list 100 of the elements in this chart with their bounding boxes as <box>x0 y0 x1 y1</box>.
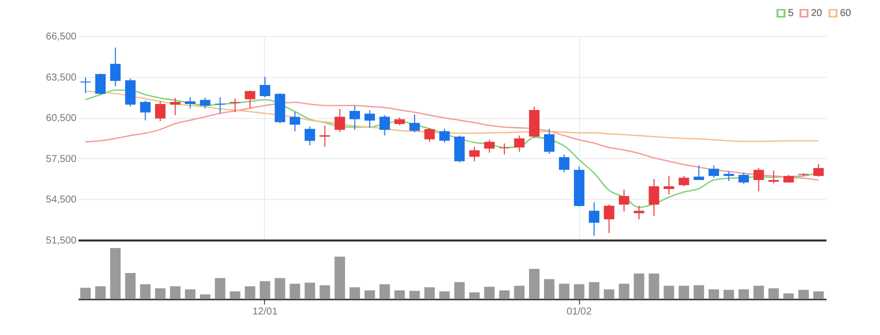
legend-label: 5 <box>788 8 794 20</box>
candlestick <box>379 114 390 136</box>
bar <box>499 290 510 299</box>
candlestick <box>484 139 495 154</box>
candlestick <box>738 172 749 185</box>
bar <box>364 290 375 299</box>
legend-label: 60 <box>840 8 852 20</box>
x-tick-label: 01/02 <box>566 306 592 318</box>
bar <box>379 284 390 299</box>
bar <box>394 290 405 299</box>
candlestick <box>350 105 360 130</box>
y-tick-label: 51,500 <box>46 236 77 246</box>
candlestick <box>170 97 180 116</box>
candlestick <box>588 202 600 236</box>
bar <box>244 286 256 299</box>
bar <box>80 288 91 299</box>
bar <box>544 279 554 299</box>
bar <box>529 268 540 299</box>
bar <box>424 287 435 299</box>
candlestick <box>753 168 764 192</box>
candlestick <box>694 164 704 181</box>
candlestick <box>558 154 570 174</box>
candlestick <box>260 76 270 98</box>
candlestick <box>80 76 91 94</box>
bar <box>454 282 465 299</box>
bar <box>708 289 720 299</box>
line-series <box>84 102 820 181</box>
candlestick <box>469 146 480 162</box>
y-tick-label: 54,500 <box>46 194 77 206</box>
bar <box>274 278 286 299</box>
y-tick-label: 60,500 <box>46 113 77 124</box>
bar <box>350 287 360 299</box>
bar <box>260 281 270 299</box>
candlestick <box>604 204 614 234</box>
candlestick <box>110 47 121 87</box>
bar <box>798 290 809 299</box>
bar <box>574 284 584 299</box>
bar <box>320 285 330 299</box>
candlestick <box>290 111 300 132</box>
bar <box>439 291 450 299</box>
bar <box>678 286 690 299</box>
bar <box>514 286 525 299</box>
bar <box>290 284 300 299</box>
bar <box>724 290 734 299</box>
bar <box>634 274 644 299</box>
bar <box>484 286 495 299</box>
bar <box>588 282 600 299</box>
bar <box>753 286 764 299</box>
candlestick <box>544 128 554 154</box>
bar <box>648 274 660 299</box>
bar <box>140 284 151 299</box>
candlestick <box>214 96 226 114</box>
candlestick <box>334 108 346 133</box>
candlestick <box>155 100 166 122</box>
candlestick <box>230 98 240 113</box>
candlestick <box>768 170 779 184</box>
candlestick <box>95 72 106 95</box>
y-tick-label: 57,500 <box>46 154 77 165</box>
candlestick <box>424 128 435 142</box>
bar <box>813 291 824 299</box>
candlestick <box>724 170 734 182</box>
bar <box>694 285 704 299</box>
candlestick <box>140 100 151 121</box>
bar <box>334 256 346 299</box>
candlestick <box>514 135 525 152</box>
candlestick <box>409 114 420 133</box>
bar <box>214 278 226 299</box>
bar <box>95 286 106 299</box>
bar <box>200 294 210 299</box>
bar <box>409 290 420 299</box>
bar <box>783 293 794 299</box>
candlestick <box>184 96 196 109</box>
y-tick-label: 63,500 <box>46 72 77 84</box>
bar <box>618 284 630 299</box>
candlestick <box>708 164 720 178</box>
bar <box>604 289 614 299</box>
line-series <box>84 90 820 142</box>
candlestick <box>618 189 630 212</box>
bar <box>170 286 180 299</box>
candlestick <box>304 126 316 146</box>
bar <box>125 272 136 299</box>
candlestick <box>244 90 256 109</box>
bar <box>738 289 749 299</box>
bar <box>469 292 480 299</box>
bar <box>664 286 674 299</box>
candlestick <box>200 97 210 109</box>
bar <box>304 282 316 299</box>
bar <box>768 288 779 299</box>
bar <box>184 289 196 299</box>
bar <box>558 284 570 299</box>
candlestick <box>364 110 375 128</box>
bar <box>110 248 121 299</box>
candlestick <box>813 163 824 178</box>
bar <box>230 291 240 299</box>
bar <box>155 288 166 299</box>
candlestick <box>439 128 450 143</box>
candlestick <box>648 178 660 216</box>
legend-label: 20 <box>811 8 823 20</box>
candlestick <box>664 175 674 195</box>
y-tick-label: 66,500 <box>46 32 77 42</box>
